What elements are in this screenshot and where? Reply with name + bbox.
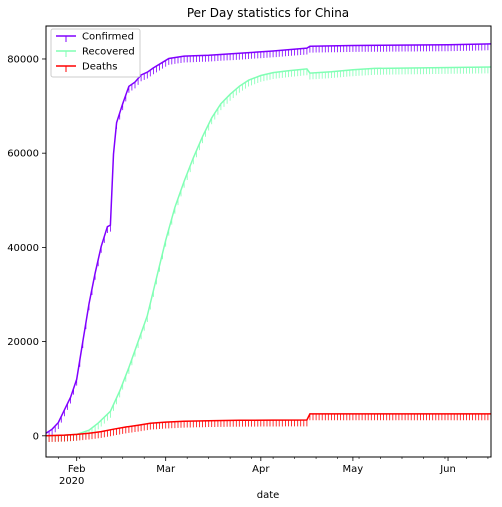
- y-tick-label: 60000: [7, 149, 39, 160]
- y-tick-label: 80000: [7, 54, 39, 65]
- series-layer: [46, 44, 491, 442]
- y-tick-label: 40000: [7, 243, 39, 254]
- series-line-deaths: [46, 414, 491, 436]
- plot-frame: [46, 26, 491, 457]
- y-tick-label: 20000: [7, 337, 39, 348]
- x-tick-label: Jun: [439, 464, 456, 475]
- series-deaths: [46, 414, 491, 442]
- legend-label: Confirmed: [82, 32, 134, 43]
- series-line-recovered: [46, 67, 491, 436]
- x-tick-label: Apr: [252, 464, 270, 475]
- legend: Confirmed Recovered Deaths: [51, 29, 140, 77]
- legend-label: Deaths: [82, 62, 117, 73]
- series-confirmed: [46, 44, 491, 440]
- series-line-confirmed: [46, 44, 491, 433]
- x-axis-title: date: [257, 490, 280, 501]
- series-recovered: [46, 67, 491, 442]
- x-tick-label: Feb: [68, 464, 86, 475]
- x-tick-label: Mar: [156, 464, 176, 475]
- chart-title: Per Day statistics for China: [187, 6, 349, 20]
- x-tick-sublabel: 2020: [59, 476, 84, 487]
- y-tick-label: 0: [33, 431, 39, 442]
- legend-label: Recovered: [82, 47, 135, 58]
- x-tick-label: May: [343, 464, 364, 475]
- y-axis: 0 20000 40000 60000 80000: [7, 54, 46, 442]
